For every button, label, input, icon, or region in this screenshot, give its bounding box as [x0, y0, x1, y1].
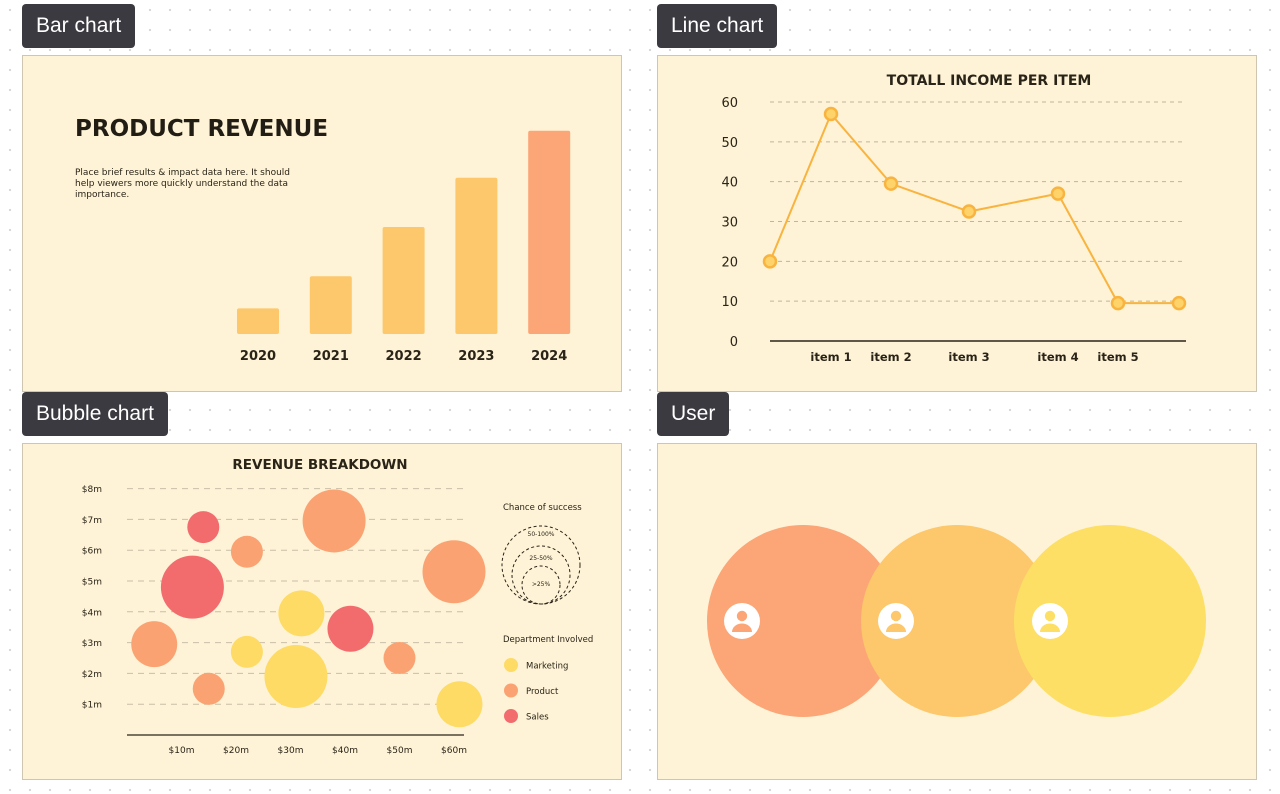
line-x-label: item 1 [810, 350, 851, 364]
bar-2021 [309, 276, 352, 334]
size-legend-label: 50-100% [528, 531, 555, 538]
user-icon [724, 603, 760, 639]
line-point [823, 106, 839, 122]
line-y-tick-40: 40 [721, 176, 738, 191]
bubble-x-tick: $60m [441, 746, 467, 756]
bubble-y-tick: $1m [82, 701, 102, 711]
tab-line-chart[interactable]: Line chart [657, 4, 778, 48]
bubble-x-tick: $50m [387, 746, 413, 756]
user-icon [878, 603, 914, 639]
bar-chart-description: Place brief results & impact data here. … [75, 168, 290, 200]
line-x-label: item 2 [870, 350, 911, 364]
line-point [762, 254, 778, 269]
bubble-sales [187, 511, 220, 544]
bubble-sales [327, 605, 374, 652]
line-y-tick-60: 60 [721, 96, 738, 111]
line-y-tick-0: 0 [730, 335, 738, 350]
color-legend-title: Department Involved [503, 635, 593, 645]
size-legend-label: 25-50% [529, 555, 552, 562]
legend-label-product: Product [526, 687, 559, 697]
bubble-y-tick: $3m [82, 639, 102, 649]
legend-swatch-marketing [504, 658, 518, 672]
bubble-y-tick: $6m [82, 547, 102, 557]
bubble-chart-title: REVENUE BREAKDOWN [232, 457, 407, 473]
bubble-marketing [264, 644, 328, 708]
bubble-x-tick: $20m [223, 746, 249, 756]
line-x-label: item 5 [1097, 350, 1138, 364]
bubble-y-tick: $8m [82, 485, 102, 495]
bubble-x-tick: $10m [169, 746, 195, 756]
legend-swatch-sales [504, 709, 518, 723]
line-x-label: item 4 [1037, 350, 1078, 364]
bar-2022 [382, 227, 425, 334]
line-chart-card: TOTALL INCOME PER ITEM 0 10 20 30 40 50 60 item … [657, 55, 1257, 392]
bar-label-2023: 2023 [458, 349, 494, 364]
bar-label-2021: 2021 [313, 349, 349, 364]
bubble-marketing [436, 681, 483, 728]
user-venn-svg [707, 525, 1206, 717]
line-point [1050, 186, 1066, 201]
bubble-product [131, 621, 178, 668]
tab-bar-chart[interactable]: Bar chart [22, 4, 136, 48]
bubble-y-tick: $7m [82, 516, 102, 526]
bubble-x-tick: $30m [278, 746, 304, 756]
bubble-product [422, 540, 486, 604]
bubble-y-tick: $2m [82, 670, 102, 680]
legend-label-sales: Sales [526, 713, 549, 723]
line-point [1171, 295, 1187, 311]
line-y-tick-10: 10 [721, 295, 738, 310]
bar-2024 [528, 130, 571, 334]
bar-2020 [237, 308, 279, 334]
size-legend-label: >25% [532, 581, 551, 588]
size-legend-title: Chance of success [503, 503, 582, 513]
bubble-product [302, 489, 366, 553]
user-icon [1032, 603, 1068, 639]
line-point [961, 204, 977, 219]
bubble-product [230, 535, 263, 568]
bubble-y-tick: $5m [82, 578, 102, 588]
user-circle-1 [707, 525, 899, 717]
bar-chart-svg: 2020 2021 2022 2023 2024 [237, 130, 571, 364]
legend-label-marketing: Marketing [526, 662, 568, 672]
bar-label-2022: 2022 [386, 349, 422, 364]
bubble-chart-svg: REVENUE BREAKDOWN $1m $2m $3m $4m $5m $6m $7m $8… [82, 457, 594, 756]
tab-bubble-chart[interactable]: Bubble chart [22, 392, 168, 436]
user-card [657, 443, 1257, 780]
user-circle-2 [861, 525, 1053, 717]
bar-chart-title: PRODUCT REVENUE [75, 116, 329, 142]
line-x-label: item 3 [948, 350, 989, 364]
bar-label-2024: 2024 [531, 349, 567, 364]
line-y-tick-50: 50 [721, 136, 738, 151]
bar-chart-card: PRODUCT REVENUE Place brief results & im… [22, 55, 622, 392]
line-chart-svg: TOTALL INCOME PER ITEM 0 10 20 30 40 50 60 item … [721, 73, 1187, 364]
bubble-marketing [278, 590, 325, 637]
bubble-product [383, 642, 416, 674]
size-legend-ring [521, 565, 561, 605]
user-circle-3 [1014, 525, 1206, 717]
bar-2023 [455, 177, 498, 334]
bar-label-2020: 2020 [240, 349, 276, 364]
line-y-tick-20: 20 [721, 255, 738, 270]
legend-swatch-product [504, 683, 518, 698]
line-y-tick-30: 30 [721, 216, 738, 231]
bubble-sales [160, 555, 224, 619]
line-chart-title: TOTALL INCOME PER ITEM [887, 73, 1092, 89]
bubble-y-tick: $4m [82, 608, 102, 618]
line-point [883, 176, 899, 191]
tab-user[interactable]: User [657, 392, 730, 436]
bubble-marketing [230, 635, 263, 668]
bubble-chart-card: REVENUE BREAKDOWN $1m $2m $3m $4m $5m $6m $7m $8… [22, 443, 622, 780]
line-point [1110, 295, 1126, 311]
bubble-product [192, 672, 225, 705]
bubble-x-tick: $40m [332, 746, 358, 756]
